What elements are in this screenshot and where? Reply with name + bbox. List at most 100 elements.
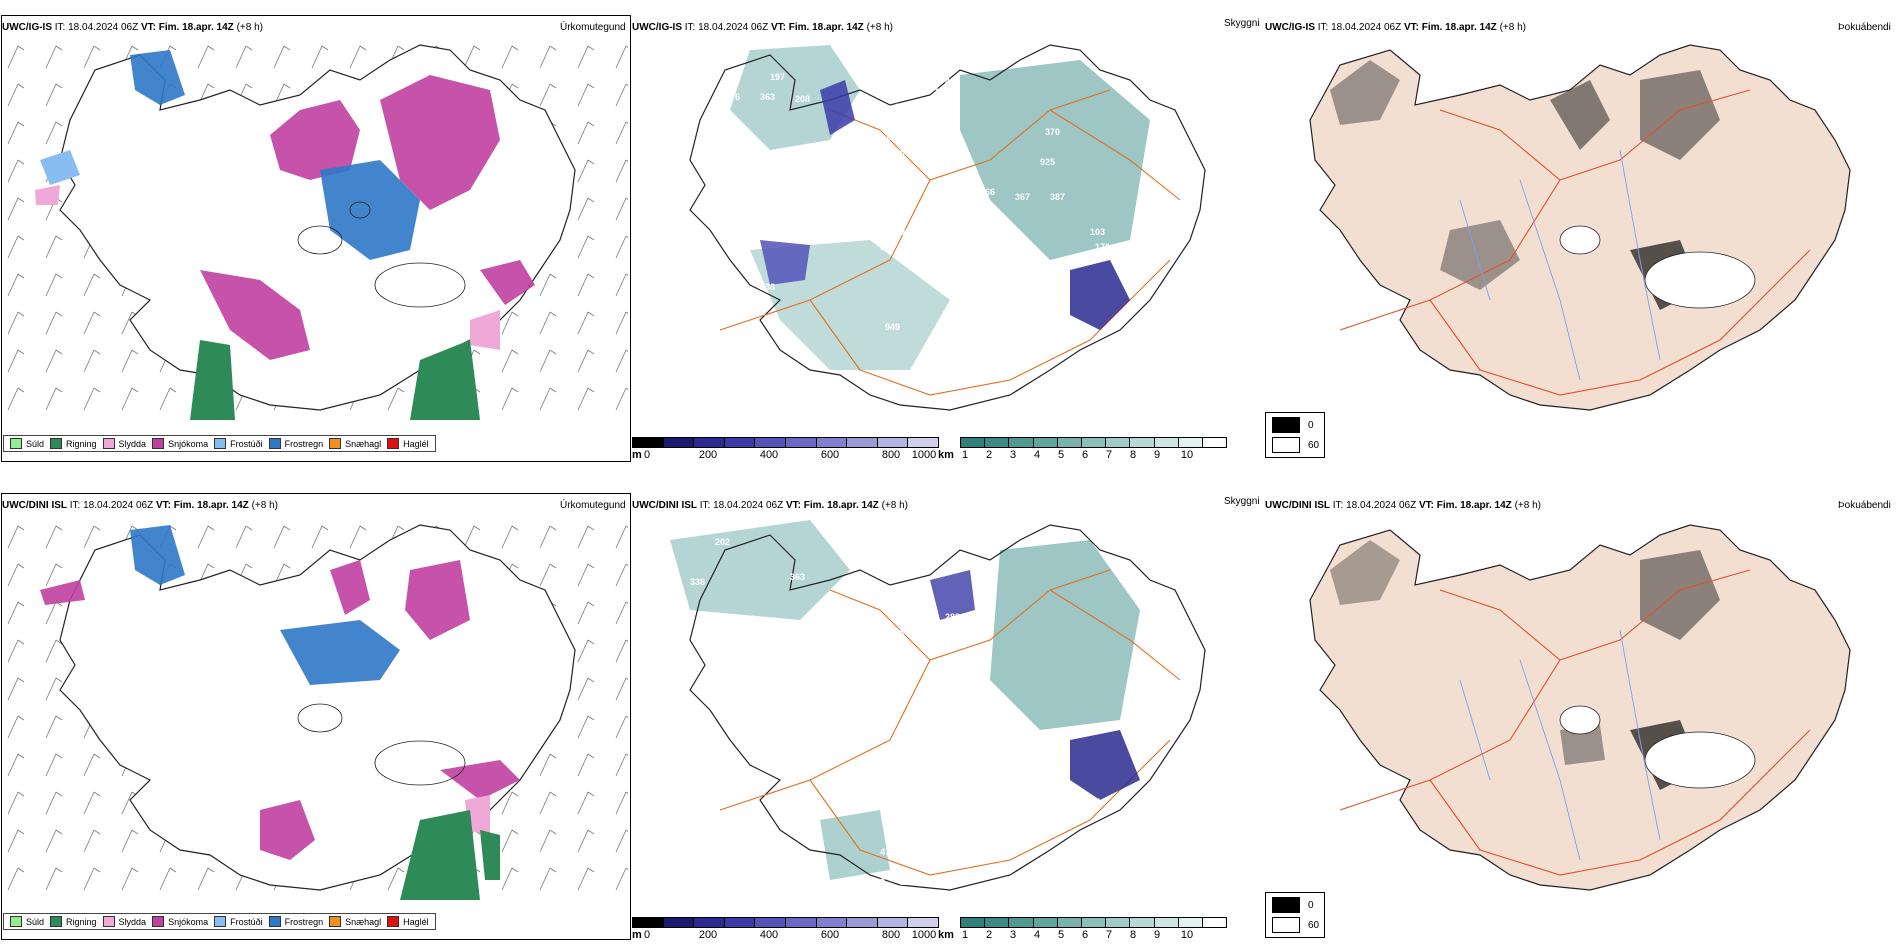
fog-map[interactable] — [1260, 0, 1900, 440]
visibility-tick: 9 — [1153, 929, 1161, 941]
cloudbase-tick: 800 — [881, 929, 901, 941]
cloudbase-area — [820, 80, 855, 135]
snow-area — [270, 100, 360, 180]
fog-legend-label: 0 — [1308, 419, 1314, 431]
fog-legend-row: 0 — [1272, 417, 1314, 433]
init-time: 18.04.2024 06Z — [68, 22, 139, 33]
visibility-unit: km — [938, 929, 954, 941]
valid-time: Fim. 18.apr. 14Z — [788, 22, 864, 33]
cloud-base-label: 202 — [715, 537, 730, 547]
valid-label: VT: — [1418, 500, 1434, 511]
cloud-base-label: 288 — [945, 612, 960, 622]
legend-swatch — [214, 438, 227, 449]
cloud-base-label: 170 — [1095, 242, 1110, 252]
cloudbase-tick: 600 — [820, 449, 840, 461]
lead-time: (+8 h) — [236, 22, 263, 33]
sleet-area — [470, 310, 500, 350]
legend-swatch — [214, 916, 227, 927]
cloudbase-tick: 800 — [881, 449, 901, 461]
legend-item: Súld — [10, 916, 44, 927]
legend-item: Snæhagl — [329, 916, 381, 927]
field-name-visibility: Skyggni — [1224, 496, 1260, 507]
valid-label: VT: — [155, 500, 171, 511]
lead-time: (+8 h) — [1514, 500, 1541, 511]
visibility-tick: 8 — [1129, 929, 1137, 941]
precip-map-frame — [1, 15, 631, 462]
snow-area — [405, 560, 470, 640]
cloud-base-label: 750 — [955, 727, 970, 737]
cloudbase-tick: 0 — [643, 449, 651, 461]
precip-map[interactable] — [0, 480, 630, 940]
snow-area — [480, 260, 535, 305]
roads — [1339, 89, 1811, 396]
visibility-unit: km — [938, 449, 954, 461]
cloud-base-label: 560 — [905, 657, 920, 667]
precip-map[interactable] — [0, 0, 630, 460]
init-label: IT: — [69, 500, 81, 511]
valid-label: VT: — [785, 500, 801, 511]
cloud-base-labels: 197 363 208 176 297 373 261 152 483 120 207 172 185 3… — [725, 72, 1110, 332]
lead-time: (+8 h) — [251, 500, 278, 511]
cloud-base-label: 99 — [875, 877, 885, 887]
legend-label: Rigning — [66, 438, 97, 449]
init-time: 18.04.2024 06Z — [83, 500, 154, 511]
legend-item: Frostregn — [268, 916, 323, 927]
freezing-rain-area — [130, 50, 185, 105]
valid-label: VT: — [1403, 22, 1419, 33]
legend-item: Slydda — [102, 438, 146, 449]
visibility-tick: 1 — [961, 449, 969, 461]
cloud-base-label: 193 — [895, 227, 910, 237]
legend-item: Haglél — [387, 438, 429, 449]
rain-area — [480, 830, 500, 880]
legend-swatch — [102, 438, 115, 449]
lead-time: (+8 h) — [1499, 22, 1526, 33]
visibility-tick: 5 — [1057, 929, 1065, 941]
glacier — [1559, 705, 1601, 735]
visibility-tick: 6 — [1081, 449, 1089, 461]
cloud-base-label: 925 — [1040, 157, 1055, 167]
cloud-base-label: 152 — [930, 107, 945, 117]
cloudbase-tick: 1000 — [911, 449, 937, 461]
init-label: IT: — [684, 22, 696, 33]
visibility-tick: 3 — [1009, 929, 1017, 941]
fog-map[interactable] — [1260, 480, 1900, 920]
cloud-base-label: 97 — [1090, 797, 1100, 807]
drizzle-area — [40, 150, 80, 185]
visibility-tick: 8 — [1129, 449, 1137, 461]
panel-title: UWC/IG-IS IT: 18.04.2024 06Z VT: Fim. 18… — [632, 22, 893, 33]
cloud-base-label: 158 — [880, 242, 895, 252]
cloudbase-tick: 400 — [759, 929, 779, 941]
fog-legend: 0 60 — [1265, 892, 1325, 938]
fog-legend-label: 60 — [1308, 439, 1320, 451]
legend-label: Haglél — [403, 438, 429, 449]
legend-swatch — [387, 916, 400, 927]
iceland-outline — [689, 44, 1206, 411]
legend-swatch — [329, 438, 342, 449]
visibility-map[interactable]: 985 202 338 363 194 296 141 288 560 570 330 750 348 1… — [630, 480, 1270, 920]
legend-item: Haglél — [387, 916, 429, 927]
cloudbase-area — [760, 240, 810, 285]
cloudbase-unit: m — [632, 929, 642, 941]
visibility-tick: 3 — [1009, 449, 1017, 461]
visibility-colorbar: km 1 2 3 4 5 6 7 8 9 10 — [938, 437, 1228, 465]
panel-title: UWC/IG-IS IT: 18.04.2024 06Z VT: Fim. 18… — [1265, 22, 1526, 33]
legend-label: Snjókoma — [168, 438, 209, 449]
model-name: UWC/DINI ISL — [1265, 500, 1330, 511]
fog-legend-row: 0 — [1272, 897, 1314, 913]
fog-legend-row: 60 — [1272, 917, 1319, 933]
legend-item: Rigning — [50, 438, 97, 449]
cloudbase-tick: 400 — [759, 449, 779, 461]
rivers — [1459, 629, 1661, 861]
field-name-precip: Úrkomutegund — [560, 500, 626, 511]
cloudbase-bar — [632, 917, 939, 928]
visibility-map[interactable]: 197 363 208 176 297 373 261 152 483 120 207 172 185 3… — [630, 0, 1270, 440]
cloudbase-tick: 600 — [820, 929, 840, 941]
init-time: 18.04.2024 06Z — [713, 500, 784, 511]
cloud-base-label: 483 — [945, 77, 960, 87]
cloud-base-label: 470 — [880, 847, 895, 857]
fog-area — [1330, 60, 1400, 125]
roads — [719, 89, 1181, 396]
visibility-tick: 2 — [985, 929, 993, 941]
fog-legend-label: 60 — [1308, 919, 1320, 931]
glacier — [1644, 251, 1756, 309]
